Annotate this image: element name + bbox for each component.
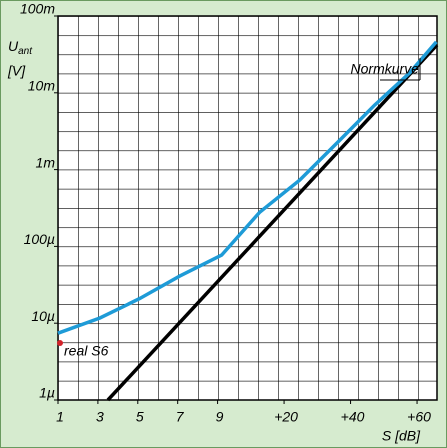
x-tick-label: 5 <box>136 409 144 425</box>
x-tick-label: +40 <box>341 409 365 425</box>
y-label: Uant <box>8 38 33 57</box>
y-tick-label: 100µ <box>24 231 55 247</box>
y-tick-label: 100m <box>20 1 55 17</box>
x-tick-label: 1 <box>56 409 64 425</box>
y-tick-label: 1m <box>36 154 56 170</box>
legend-label: Normkurve <box>351 61 420 77</box>
y-label-unit: [V] <box>7 63 26 79</box>
annotation-dot <box>57 340 63 346</box>
x-tick-label: +20 <box>274 409 298 425</box>
x-tick-label: +60 <box>407 409 431 425</box>
x-tick-label: 3 <box>96 409 104 425</box>
y-tick-label: 10m <box>28 78 56 94</box>
legend-label: real S6 <box>64 343 109 359</box>
y-tick-label: 10µ <box>31 308 55 324</box>
series-line <box>106 43 439 402</box>
grid <box>58 16 437 400</box>
series-line <box>57 40 438 335</box>
x-label: S [dB] <box>382 428 421 444</box>
plot-border <box>57 15 438 401</box>
x-tick-label: 9 <box>216 409 224 425</box>
x-tick-label: 7 <box>176 409 185 425</box>
y-tick-label: 1µ <box>39 385 55 401</box>
marks <box>57 40 439 402</box>
